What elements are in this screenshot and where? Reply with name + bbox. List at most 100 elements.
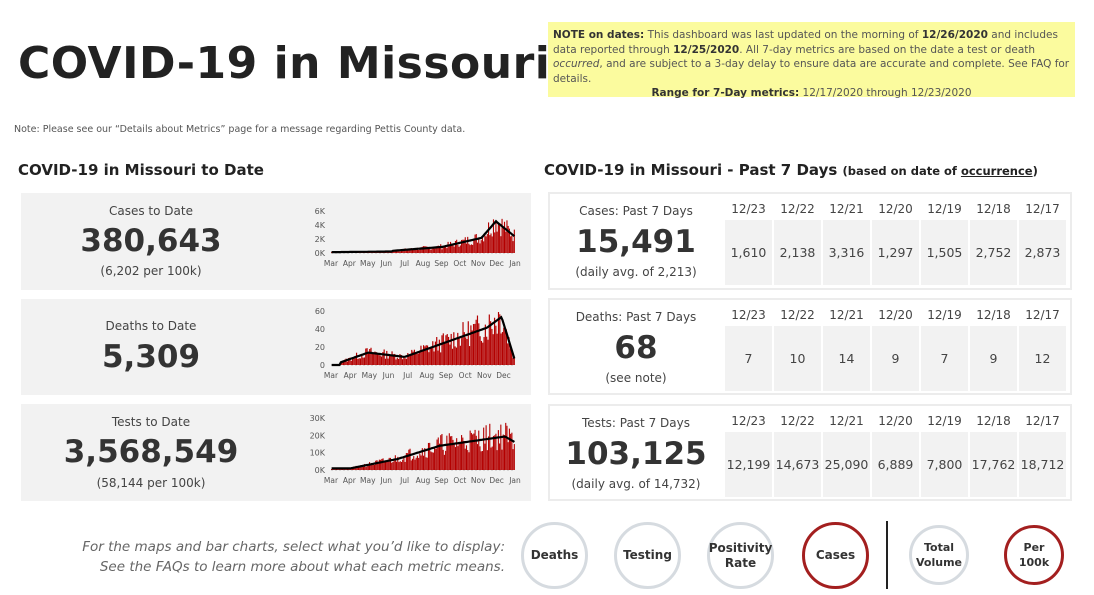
day-value: 12,199 bbox=[725, 432, 772, 497]
metric-testing-button[interactable]: Testing bbox=[614, 522, 681, 589]
daily-bar bbox=[408, 449, 410, 470]
daily-bar bbox=[396, 357, 398, 365]
daily-bar bbox=[452, 244, 454, 253]
month-tick-label: May bbox=[362, 371, 378, 380]
month-tick-label: Jul bbox=[399, 259, 409, 268]
mode-total-button[interactable]: Total Volume bbox=[909, 525, 969, 585]
daily-bar bbox=[376, 460, 378, 470]
daily-bar bbox=[409, 249, 411, 253]
day-date: 12/19 bbox=[927, 202, 962, 216]
tests-day-column: 12/17 18,712 bbox=[1018, 410, 1067, 497]
daily-bar bbox=[365, 467, 367, 470]
tests-to-date-card: Tests to Date 3,568,549 (58,144 per 100k… bbox=[21, 404, 531, 501]
daily-bar bbox=[480, 451, 482, 470]
daily-bar bbox=[494, 232, 496, 253]
day-value: 10 bbox=[774, 326, 821, 391]
daily-bar bbox=[341, 361, 343, 365]
day-value: 1,297 bbox=[872, 220, 919, 285]
daily-bar bbox=[474, 323, 476, 365]
daily-bar bbox=[450, 333, 452, 365]
daily-bar bbox=[418, 457, 420, 470]
daily-bar bbox=[398, 251, 400, 253]
daily-bar bbox=[400, 461, 403, 470]
daily-bar bbox=[502, 434, 504, 470]
daily-bar bbox=[408, 355, 410, 365]
daily-bar bbox=[424, 448, 426, 470]
daily-bar bbox=[407, 249, 409, 253]
daily-bar bbox=[442, 449, 444, 470]
daily-bar bbox=[499, 314, 501, 365]
selector-instructions: For the maps and bar charts, select what… bbox=[82, 539, 505, 575]
day-value: 9 bbox=[970, 326, 1017, 391]
deaths-day-column: 12/19 7 bbox=[920, 304, 969, 391]
daily-bar bbox=[494, 435, 496, 470]
daily-bar bbox=[392, 354, 394, 365]
daily-bar bbox=[430, 346, 433, 365]
daily-bar bbox=[511, 349, 513, 365]
daily-bar bbox=[464, 448, 466, 470]
daily-bar bbox=[510, 433, 512, 470]
month-tick-label: Jul bbox=[399, 476, 409, 485]
metric-cases-button[interactable]: Cases bbox=[802, 522, 869, 589]
tests-day-column: 12/22 14,673 bbox=[773, 410, 822, 497]
daily-bar bbox=[480, 340, 483, 365]
daily-bar bbox=[447, 336, 450, 365]
daily-bar bbox=[445, 246, 447, 253]
tests-past7-sub: (daily avg. of 14,732) bbox=[571, 477, 701, 491]
daily-bar bbox=[416, 455, 418, 470]
daily-bar bbox=[447, 443, 449, 470]
daily-bar bbox=[380, 356, 383, 365]
daily-bar bbox=[436, 246, 438, 253]
mode-per100k-button[interactable]: Per 100k bbox=[1004, 525, 1064, 585]
pettis-note: Note: Please see our “Details about Metr… bbox=[14, 124, 466, 135]
daily-bar bbox=[378, 459, 380, 470]
day-value: 3,316 bbox=[823, 220, 870, 285]
to-date-title: COVID-19 in Missouri to Date bbox=[18, 161, 264, 179]
daily-bar bbox=[463, 332, 465, 365]
daily-bar bbox=[424, 246, 426, 253]
daily-bar bbox=[458, 338, 460, 365]
cases-day-column: 12/22 2,138 bbox=[773, 198, 822, 285]
month-tick-label: Aug bbox=[416, 476, 431, 485]
daily-bar bbox=[423, 246, 425, 253]
daily-bar bbox=[462, 239, 464, 253]
daily-bar bbox=[421, 448, 423, 470]
daily-bar bbox=[349, 357, 351, 365]
daily-bar bbox=[446, 334, 448, 365]
seven-day-average-line bbox=[331, 219, 516, 254]
daily-bar bbox=[474, 234, 476, 253]
day-date: 12/19 bbox=[927, 308, 962, 322]
daily-bar bbox=[367, 465, 369, 470]
daily-bar bbox=[388, 457, 390, 470]
daily-bar bbox=[446, 435, 448, 470]
daily-bar bbox=[505, 422, 507, 470]
daily-bar bbox=[423, 345, 425, 365]
metric-positivity-button[interactable]: Positivity Rate bbox=[707, 522, 774, 589]
daily-bar bbox=[430, 451, 432, 470]
day-value: 7 bbox=[921, 326, 968, 391]
cases-daily-table: 12/23 1,610 12/22 2,138 12/21 3,316 12/20 1,297… bbox=[724, 198, 1067, 285]
daily-bar bbox=[508, 337, 510, 365]
daily-bar bbox=[463, 441, 465, 470]
month-tick-label: Sep bbox=[439, 371, 453, 380]
daily-bar bbox=[428, 352, 430, 365]
dates-note: NOTE on dates: This dashboard was last u… bbox=[548, 22, 1075, 99]
daily-bar bbox=[479, 243, 481, 253]
daily-bar bbox=[413, 349, 415, 365]
daily-bar bbox=[488, 314, 490, 365]
y-tick-label: 30K bbox=[310, 414, 326, 423]
daily-bar bbox=[355, 352, 358, 365]
daily-bar bbox=[434, 341, 437, 365]
daily-bar bbox=[367, 353, 369, 365]
tests-to-date-value: 3,568,549 bbox=[63, 434, 239, 470]
y-tick-label: 20 bbox=[315, 343, 325, 352]
daily-bar bbox=[442, 247, 444, 253]
metric-deaths-button[interactable]: Deaths bbox=[521, 522, 588, 589]
seven-day-average-line bbox=[331, 315, 516, 367]
month-tick-label: Dec bbox=[489, 476, 504, 485]
month-tick-label: Mar bbox=[324, 371, 339, 380]
daily-bar bbox=[493, 317, 496, 365]
